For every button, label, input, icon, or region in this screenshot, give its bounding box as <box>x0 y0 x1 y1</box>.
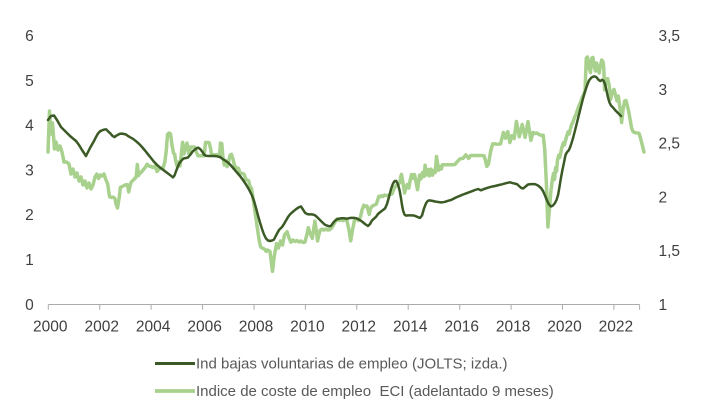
svg-text:0: 0 <box>25 297 34 314</box>
svg-text:2016: 2016 <box>444 319 478 336</box>
svg-text:2008: 2008 <box>239 319 273 336</box>
svg-text:3,5: 3,5 <box>659 28 681 45</box>
svg-text:2004: 2004 <box>136 319 171 336</box>
svg-text:2018: 2018 <box>496 319 530 336</box>
svg-text:2012: 2012 <box>342 319 376 336</box>
svg-text:Ind bajas voluntarias de emple: Ind bajas voluntarias de empleo (JOLTS; … <box>196 356 508 373</box>
svg-text:2000: 2000 <box>33 319 68 336</box>
svg-text:2,5: 2,5 <box>659 136 681 153</box>
svg-text:5: 5 <box>25 73 34 90</box>
svg-text:2010: 2010 <box>290 319 325 336</box>
svg-text:1: 1 <box>659 297 668 314</box>
svg-text:2020: 2020 <box>547 319 582 336</box>
svg-text:2022: 2022 <box>599 319 633 336</box>
svg-text:6: 6 <box>25 28 34 45</box>
svg-text:3: 3 <box>659 82 668 99</box>
svg-text:Indice de coste de empleo ECI: Indice de coste de empleo ECI (adelantad… <box>196 383 554 400</box>
svg-text:2002: 2002 <box>84 319 118 336</box>
svg-text:2: 2 <box>25 207 34 224</box>
svg-text:3: 3 <box>25 162 34 179</box>
svg-text:1,5: 1,5 <box>659 243 681 260</box>
svg-text:1: 1 <box>25 252 34 269</box>
svg-text:2006: 2006 <box>187 319 221 336</box>
svg-text:2: 2 <box>659 189 668 206</box>
svg-text:4: 4 <box>25 118 34 135</box>
svg-text:2014: 2014 <box>393 319 428 336</box>
